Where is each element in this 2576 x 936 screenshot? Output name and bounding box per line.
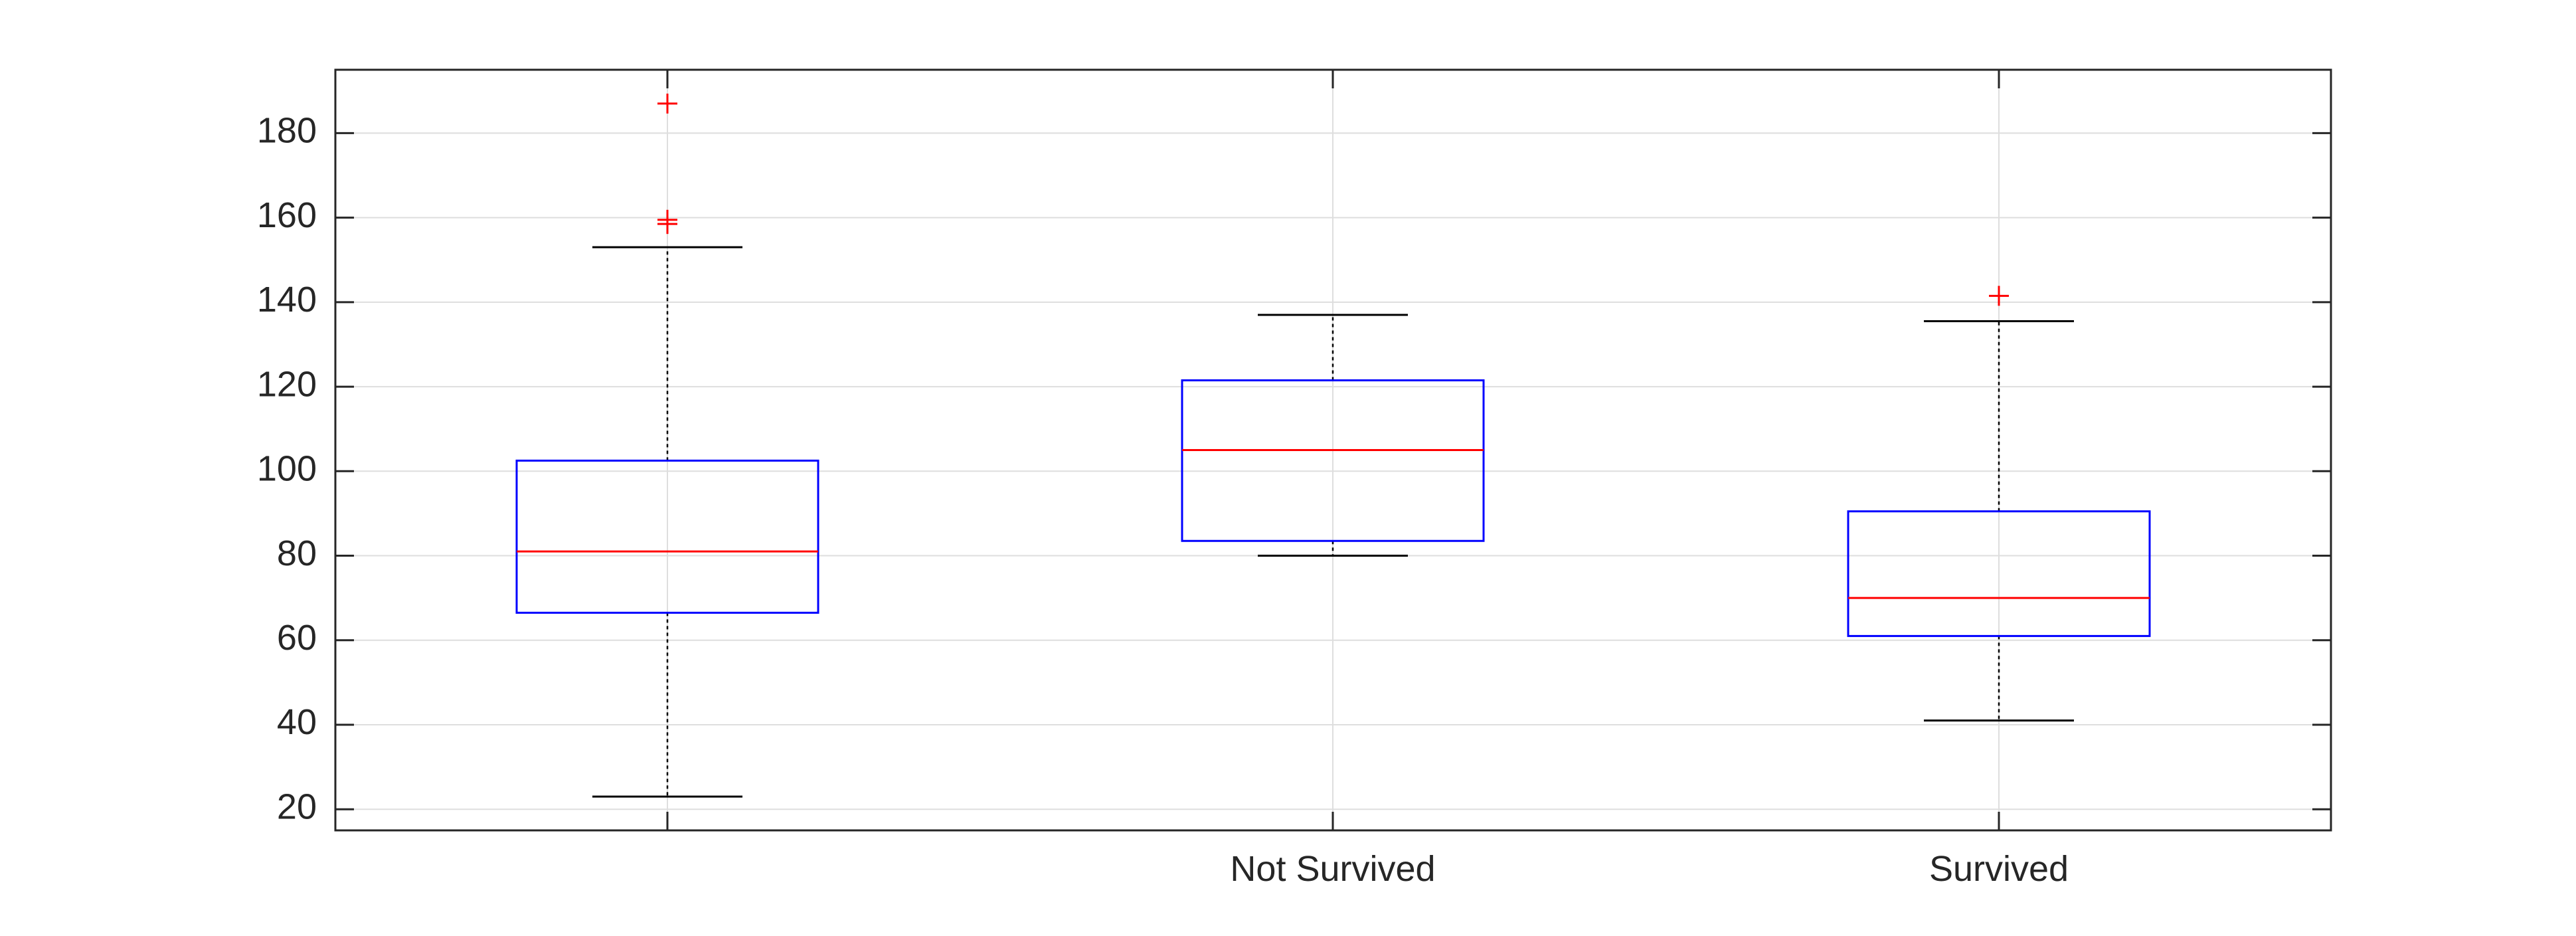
axes-layer <box>334 68 2332 832</box>
y-tick-label: 100 <box>257 449 317 489</box>
box-group <box>1181 314 1485 557</box>
box-group <box>515 93 819 798</box>
y-tick-label: 160 <box>257 195 317 235</box>
y-tick-label: 20 <box>277 787 317 826</box>
label-layer: 20 40 60 80 100 120 140 160 180 Not Survived Survi… <box>257 111 2069 889</box>
iqr-box <box>1847 510 2151 637</box>
y-tick-label: 140 <box>257 280 317 320</box>
iqr-box <box>515 459 819 614</box>
y-tick-label: 80 <box>277 533 317 573</box>
box-group <box>1847 286 2151 722</box>
y-tick-label: 60 <box>277 618 317 658</box>
x-tick-label: Survived <box>1929 849 2069 889</box>
y-tick-label: 120 <box>257 364 317 404</box>
outlier-marker <box>1989 286 2009 306</box>
outlier-marker <box>657 93 677 114</box>
iqr-box <box>1181 379 1485 542</box>
y-tick-label: 40 <box>277 702 317 742</box>
y-tick-label: 180 <box>257 111 317 151</box>
box-layer <box>515 93 2151 798</box>
x-tick-label: Not Survived <box>1230 849 1435 889</box>
outlier-marker <box>657 209 677 230</box>
